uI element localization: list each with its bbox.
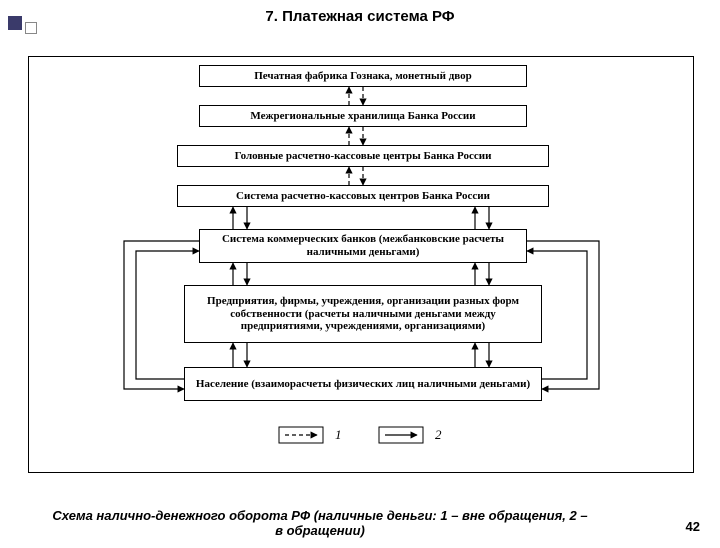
flow-node-n6: Предприятия, фирмы, учреждения, организа… [184,285,542,343]
page-number: 42 [686,519,700,534]
flow-node-n1: Печатная фабрика Гознака, монетный двор [199,65,527,87]
flow-node-n7: Население (взаиморасчеты физических лиц … [184,367,542,401]
flow-node-n2: Межрегиональные хранилища Банка России [199,105,527,127]
flow-node-n4: Система расчетно-кассовых центров Банка … [177,185,549,207]
legend-label: 2 [435,427,442,442]
diagram-caption: Схема налично-денежного оборота РФ (нали… [50,508,590,538]
flow-node-n5: Система коммерческих банков (межбанковск… [199,229,527,263]
diagram-frame: 1 2 Печатная фабрика Гознака, монетный дв… [28,56,694,473]
flow-node-n3: Головные расчетно-кассовые центры Банка … [177,145,549,167]
slide-corner-decor [8,16,37,34]
legend-label: 1 [335,427,342,442]
slide-title: 7. Платежная система РФ [0,8,720,25]
